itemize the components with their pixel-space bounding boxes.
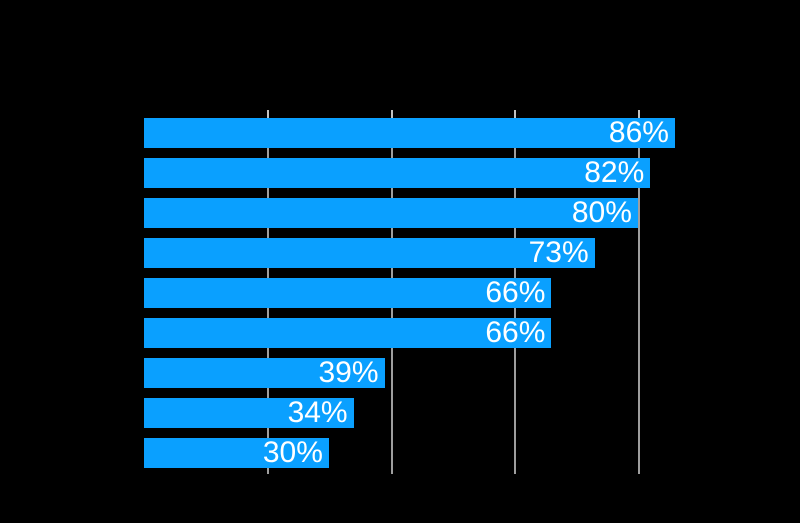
bar: 30% [143, 436, 329, 469]
bar: 66% [143, 276, 552, 309]
gridline-tick [514, 110, 517, 118]
gridline-tick [637, 110, 640, 118]
bar-value-label: 30% [262, 436, 323, 469]
bar-value-label: 34% [287, 396, 348, 429]
gridline-tick [390, 110, 393, 118]
bar-value-label: 66% [485, 276, 546, 309]
bar: 73% [143, 236, 595, 269]
bar-value-label: 66% [485, 316, 546, 349]
gridline-tick [267, 110, 270, 118]
bar-value-label: 82% [584, 156, 645, 189]
bar: 82% [143, 156, 651, 189]
gridline [637, 110, 640, 474]
bar-value-label: 73% [528, 236, 589, 269]
bar: 86% [143, 116, 675, 149]
bar: 66% [143, 316, 552, 349]
bar-value-label: 80% [571, 196, 632, 229]
bar-value-label: 86% [608, 116, 669, 149]
bar: 34% [143, 396, 354, 429]
bar: 80% [143, 196, 638, 229]
bar: 39% [143, 356, 385, 389]
bar-value-label: 39% [318, 356, 379, 389]
